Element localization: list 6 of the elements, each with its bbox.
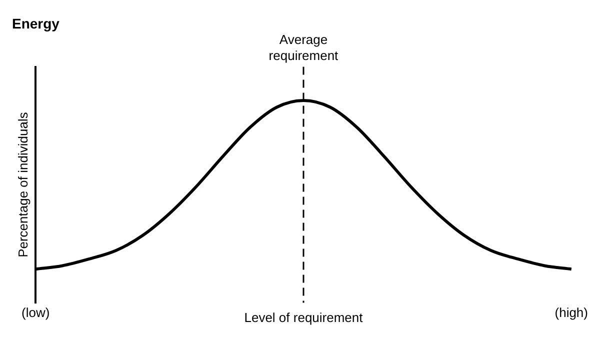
x-tick-label: (low)	[22, 305, 50, 320]
chart-title: Energy	[12, 15, 60, 32]
text: Average requirement	[268, 32, 338, 63]
x-axis-title: Level of requirement	[244, 310, 364, 325]
y-axis-title: Percentage of individuals	[15, 112, 30, 258]
x-tick-label: (high)	[554, 305, 588, 320]
